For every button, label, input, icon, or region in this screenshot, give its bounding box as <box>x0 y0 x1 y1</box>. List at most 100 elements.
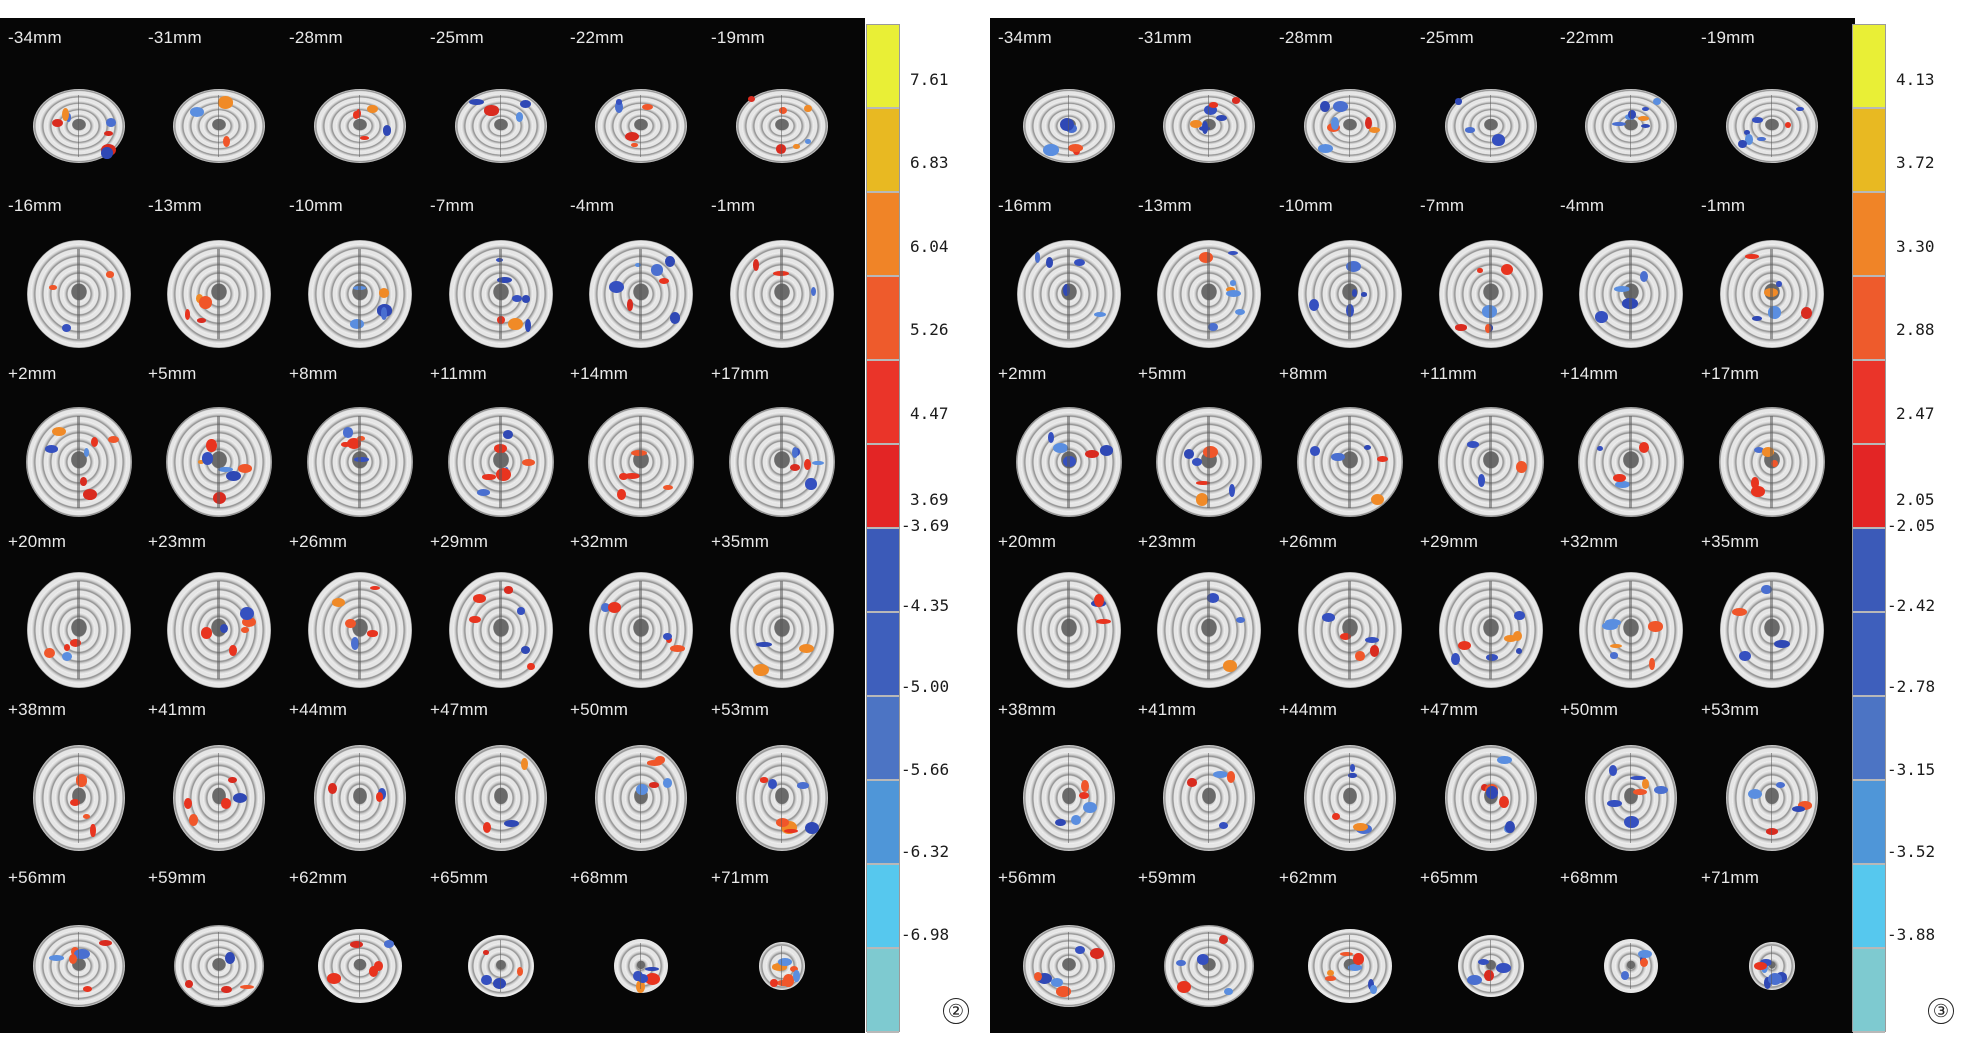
negative-activation-blob <box>1791 806 1806 813</box>
left-brain-slice-image <box>165 407 272 517</box>
positive-activation-blob <box>1732 608 1748 616</box>
right-brain-slice-image <box>1016 572 1121 688</box>
left-slice: +68mm <box>570 864 711 1033</box>
positive-activation-blob <box>1649 657 1655 670</box>
colorbar-segment <box>1853 865 1885 949</box>
left-brain-slice-image <box>313 89 406 163</box>
right-brain-slice-image <box>1297 240 1402 348</box>
negative-activation-blob <box>476 489 490 496</box>
positive-activation-blob <box>655 756 665 764</box>
positive-activation-blob <box>229 645 237 657</box>
negative-activation-blob <box>663 632 673 641</box>
colorbar-tick-label: -5.66 <box>901 760 950 779</box>
negative-activation-blob <box>49 955 64 961</box>
left-slice: +50mm <box>570 696 711 866</box>
negative-activation-blob <box>792 970 800 983</box>
right-slice-label: -34mm <box>998 28 1052 47</box>
negative-activation-blob <box>1774 639 1791 648</box>
right-slice-label: +26mm <box>1279 532 1338 551</box>
positive-activation-blob <box>1750 476 1760 489</box>
right-slice-label: +56mm <box>998 868 1057 887</box>
positive-activation-blob <box>483 821 492 833</box>
colorbar-tick-label: 7.61 <box>910 70 949 89</box>
left-slice-label: -34mm <box>8 28 62 47</box>
right-slice: -1mm <box>1701 192 1842 362</box>
negative-activation-blob <box>1640 123 1651 128</box>
left-brain-slice-image <box>447 407 554 517</box>
negative-activation-blob <box>520 646 530 655</box>
negative-activation-blob <box>1608 765 1618 777</box>
left-brain-slice-image <box>25 407 132 517</box>
left-brain-slice-image <box>735 89 828 163</box>
left-slice: +62mm <box>289 864 430 1033</box>
right-brain-slice-image <box>1725 745 1818 851</box>
negative-activation-blob <box>756 642 773 648</box>
left-slice: +38mm <box>8 696 149 866</box>
left-brain-slice-image <box>166 240 271 348</box>
positive-activation-blob <box>228 776 238 784</box>
positive-activation-blob <box>607 602 621 613</box>
positive-activation-blob <box>616 488 626 500</box>
left-slice: +2mm <box>8 360 149 530</box>
colorbar-segment <box>867 613 899 697</box>
negative-activation-blob <box>791 447 798 458</box>
negative-activation-blob <box>1037 973 1053 984</box>
negative-activation-blob <box>608 280 624 293</box>
positive-activation-blob <box>507 317 523 331</box>
positive-activation-blob <box>1498 796 1509 809</box>
left-slice-label: -19mm <box>711 28 765 47</box>
right-brain-slice-image <box>1457 935 1524 997</box>
negative-activation-blob <box>1345 261 1362 273</box>
negative-activation-blob <box>1073 258 1086 267</box>
right-slice: -4mm <box>1560 192 1701 362</box>
negative-activation-blob <box>496 257 504 262</box>
left-slice: -25mm <box>430 24 571 194</box>
positive-activation-blob <box>631 450 647 457</box>
negative-activation-blob <box>1043 144 1059 156</box>
positive-activation-blob <box>1797 800 1813 810</box>
negative-activation-blob <box>1099 445 1114 456</box>
left-brain-slice-image <box>454 745 547 851</box>
positive-activation-blob <box>482 474 496 480</box>
left-brain-slice-image <box>448 240 553 348</box>
positive-activation-blob <box>1067 144 1084 152</box>
left-slice-label: -7mm <box>430 196 475 215</box>
positive-activation-blob <box>1186 778 1198 788</box>
positive-activation-blob <box>357 436 366 442</box>
negative-activation-blob <box>240 606 255 620</box>
right-slice-label: -28mm <box>1279 28 1333 47</box>
negative-activation-blob <box>1485 653 1499 661</box>
right-brain-slice-image <box>1719 240 1824 348</box>
left-figure-badge: ② <box>943 998 969 1024</box>
negative-activation-blob <box>1196 954 1210 966</box>
left-slice-label: +20mm <box>8 532 67 551</box>
left-slice: -34mm <box>8 24 149 194</box>
left-slice-label: +5mm <box>148 364 197 383</box>
left-brain-slice-image <box>613 939 668 993</box>
right-slice: -19mm <box>1701 24 1842 194</box>
right-brain-slice-panel: -34mm -31mm -28mm -25mm -22mm -19mm -16mm -13mm… <box>990 18 1855 1033</box>
positive-activation-blob <box>1766 827 1779 835</box>
negative-activation-blob <box>220 623 229 633</box>
colorbar-segment <box>1853 277 1885 361</box>
negative-activation-blob <box>1496 962 1512 974</box>
positive-activation-blob <box>784 829 798 834</box>
colorbar-segment <box>1853 781 1885 865</box>
right-slice: +35mm <box>1701 528 1842 698</box>
left-slice: -7mm <box>430 192 571 362</box>
positive-activation-blob <box>468 615 481 624</box>
positive-activation-blob <box>1633 788 1647 796</box>
left-brain-slice-image <box>166 572 271 688</box>
positive-activation-blob <box>1218 934 1228 944</box>
right-slice: -22mm <box>1560 24 1701 194</box>
right-slice-label: -25mm <box>1420 28 1474 47</box>
positive-activation-blob <box>368 965 379 977</box>
left-slice-label: +71mm <box>711 868 770 887</box>
negative-activation-blob <box>1624 816 1639 829</box>
colorbar-segment <box>867 25 899 109</box>
negative-activation-blob <box>349 319 364 329</box>
positive-activation-blob <box>220 798 231 809</box>
positive-activation-blob <box>494 444 507 453</box>
colorbar-tick-label: 2.47 <box>1896 404 1935 423</box>
colorbar-tick-label: -2.42 <box>1887 596 1936 615</box>
